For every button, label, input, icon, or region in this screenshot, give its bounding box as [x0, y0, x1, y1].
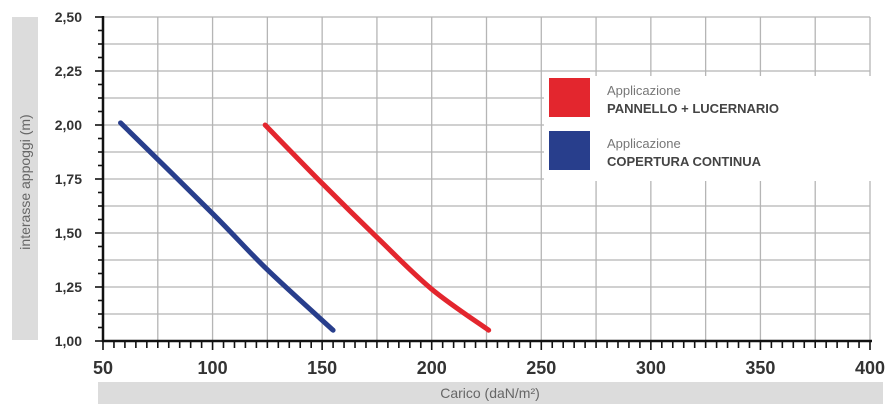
- series-line-pannello-lucernario: [262, 122, 492, 333]
- ticks: 1,00 1,25 1,50 1,75 2,00 2,25 2,50 50 100 150 200 2…: [55, 9, 885, 378]
- x-tick-label: 300: [636, 358, 666, 378]
- y-tick-label: 1,75: [55, 171, 82, 187]
- x-tick-label: 200: [417, 358, 447, 378]
- series-line-copertura-continua: [118, 120, 336, 333]
- y-tick-label: 1,50: [55, 225, 82, 241]
- series-lines: [118, 120, 492, 333]
- legend-background: [544, 76, 874, 181]
- x-tick-label: 50: [93, 358, 113, 378]
- legend-label-red-line2: PANNELLO + LUCERNARIO: [607, 101, 779, 116]
- legend-swatch-red: [549, 78, 590, 117]
- legend-label-red-line1: Applicazione: [607, 83, 681, 98]
- x-axis-label: Carico (daN/m²): [440, 385, 540, 401]
- y-tick-label: 1,00: [55, 333, 82, 349]
- legend-label-blue-line1: Applicazione: [607, 136, 681, 151]
- y-axis-label-box: [12, 17, 38, 340]
- x-axis-label-box: [98, 382, 883, 404]
- y-axis-label: interasse appoggi (m): [17, 114, 33, 249]
- x-tick-label: 350: [745, 358, 775, 378]
- x-tick-label: 150: [307, 358, 337, 378]
- x-tick-label: 400: [855, 358, 885, 378]
- legend-label-blue-line2: COPERTURA CONTINUA: [607, 154, 762, 169]
- y-tick-label: 2,50: [55, 9, 82, 25]
- legend: Applicazione PANNELLO + LUCERNARIO Appli…: [544, 76, 874, 181]
- x-tick-label: 250: [526, 358, 556, 378]
- y-tick-label: 2,25: [55, 63, 82, 79]
- legend-swatch-blue: [549, 131, 590, 170]
- y-tick-label: 2,00: [55, 117, 82, 133]
- x-tick-label: 100: [198, 358, 228, 378]
- y-tick-label: 1,25: [55, 279, 82, 295]
